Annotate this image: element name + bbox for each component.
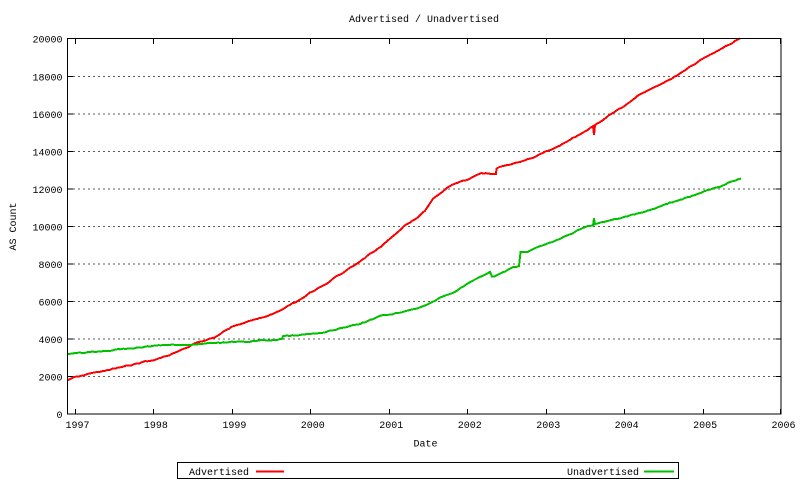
svg-text:4000: 4000 bbox=[38, 336, 62, 347]
svg-text:12000: 12000 bbox=[32, 186, 62, 197]
svg-text:10000: 10000 bbox=[32, 224, 62, 235]
svg-text:2002: 2002 bbox=[458, 421, 482, 432]
svg-text:1998: 1998 bbox=[144, 421, 168, 432]
svg-text:Unadvertised: Unadvertised bbox=[567, 467, 639, 479]
svg-text:2004: 2004 bbox=[615, 421, 639, 432]
svg-text:16000: 16000 bbox=[32, 111, 62, 122]
svg-text:2006: 2006 bbox=[771, 421, 795, 432]
svg-text:1997: 1997 bbox=[65, 421, 89, 432]
svg-text:Advertised: Advertised bbox=[189, 467, 249, 479]
svg-text:Date: Date bbox=[413, 440, 437, 451]
svg-text:2000: 2000 bbox=[38, 374, 62, 385]
svg-text:18000: 18000 bbox=[32, 74, 62, 85]
svg-text:2000: 2000 bbox=[301, 421, 325, 432]
svg-text:20000: 20000 bbox=[32, 36, 62, 47]
svg-text:Advertised / Unadvertised: Advertised / Unadvertised bbox=[349, 14, 499, 26]
svg-text:AS Count: AS Count bbox=[9, 202, 20, 250]
svg-text:2001: 2001 bbox=[379, 421, 403, 432]
svg-text:8000: 8000 bbox=[38, 261, 62, 272]
svg-text:0: 0 bbox=[56, 411, 62, 422]
svg-text:2005: 2005 bbox=[693, 421, 717, 432]
svg-text:6000: 6000 bbox=[38, 299, 62, 310]
svg-text:2003: 2003 bbox=[536, 421, 560, 432]
svg-text:14000: 14000 bbox=[32, 149, 62, 160]
svg-text:1999: 1999 bbox=[222, 421, 246, 432]
